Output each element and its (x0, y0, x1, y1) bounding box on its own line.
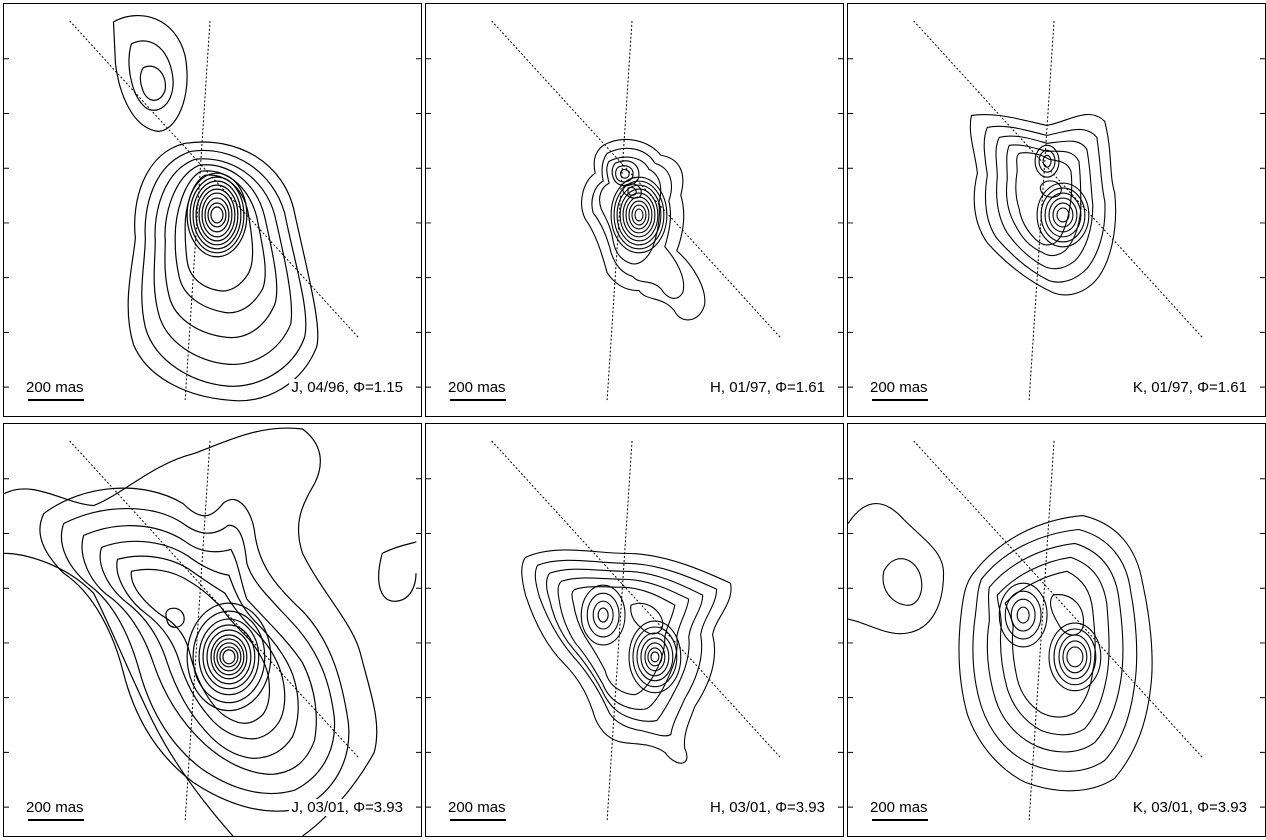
contours (521, 549, 732, 764)
scale-bar (450, 819, 506, 821)
scale-label: 200 mas (870, 379, 928, 396)
contours (4, 427, 417, 836)
contours (581, 138, 706, 321)
panel-label: H, 01/97, Φ=1.61 (708, 379, 825, 396)
ticks (848, 58, 1265, 388)
panel-h-2001: 200 mas H, 03/01, Φ=3.93 (425, 423, 844, 837)
ticks (4, 478, 421, 808)
panel-label: J, 04/96, Φ=1.15 (289, 379, 403, 396)
panel-j-2001: 200 mas J, 03/01, Φ=3.93 (3, 423, 422, 837)
contours (112, 15, 319, 402)
scale-bar (28, 819, 84, 821)
panel-j-1996: 200 mas J, 04/96, Φ=1.15 (3, 3, 422, 417)
scale-bar (872, 399, 928, 401)
reference-lines (69, 20, 359, 401)
panel-label: K, 01/97, Φ=1.61 (1130, 379, 1247, 396)
contours (848, 503, 1153, 792)
ticks (4, 58, 421, 388)
scale-label: 200 mas (870, 799, 928, 816)
contour-map (4, 427, 421, 836)
scale-label: 200 mas (26, 379, 84, 396)
panel-h-1997: 200 mas H, 01/97, Φ=1.61 (425, 3, 844, 417)
contour-map (426, 20, 843, 401)
panel-k-2001: 200 mas K, 03/01, Φ=3.93 (847, 423, 1266, 837)
scale-label: 200 mas (448, 799, 506, 816)
ticks (848, 478, 1265, 808)
panel-label: J, 03/01, Φ=3.93 (289, 799, 403, 816)
contour-map (848, 440, 1265, 821)
scale-bar (872, 819, 928, 821)
panel-label: H, 03/01, Φ=3.93 (708, 799, 825, 816)
reference-lines (491, 440, 781, 821)
panel-k-1997: 200 mas K, 01/97, Φ=1.61 (847, 3, 1266, 417)
contour-map (848, 20, 1265, 401)
contour-map (426, 440, 843, 821)
scale-label: 200 mas (26, 799, 84, 816)
scale-bar (28, 399, 84, 401)
contour-map (4, 15, 421, 402)
panel-label: K, 03/01, Φ=3.93 (1130, 799, 1247, 816)
scale-label: 200 mas (448, 379, 506, 396)
scale-bar (450, 399, 506, 401)
contours (969, 113, 1117, 296)
ticks (426, 478, 843, 808)
ticks (426, 58, 843, 388)
